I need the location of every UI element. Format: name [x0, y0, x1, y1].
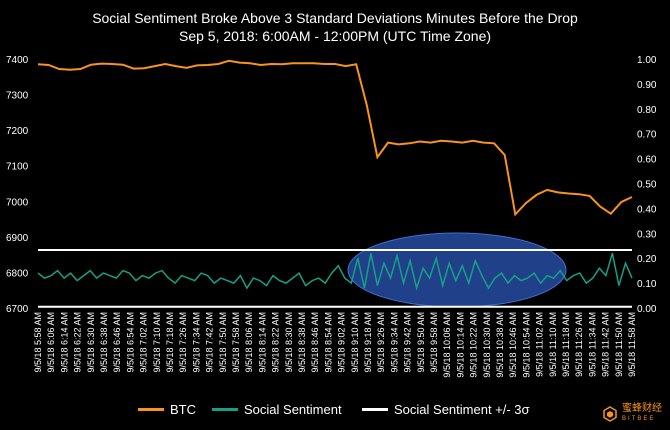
- x-axis-tick-label: 9/5/18 6:38 AM: [99, 312, 109, 373]
- chart-subtitle: Sep 5, 2018: 6:00AM - 12:00PM (UTC Time …: [178, 28, 492, 44]
- legend-swatch-sigma: [362, 408, 388, 411]
- legend-swatch-sentiment: [212, 408, 238, 411]
- highlight-ellipse: [347, 232, 567, 308]
- x-axis-tick-label: 9/5/18 6:46 AM: [112, 312, 122, 373]
- x-axis-tick-label: 9/5/18 6:54 AM: [125, 312, 135, 373]
- x-axis-tick-label: 9/5/18 9:02 AM: [337, 312, 347, 373]
- x-axis-tick-label: 9/5/18 7:34 AM: [191, 312, 201, 373]
- left-axis-tick-label: 6800: [6, 268, 29, 279]
- right-axis-tick-label: 0.10: [637, 279, 657, 290]
- x-axis-tick-label: 9/5/18 11:18 AM: [561, 312, 571, 377]
- x-axis-tick-label: 9/5/18 9:58 AM: [429, 312, 439, 373]
- brand-name-cn: 蜜蜂财经: [622, 403, 662, 414]
- brand-logo: 蜜蜂财经 BITBEE: [602, 404, 662, 424]
- x-axis-tick-label: 9/5/18 8:30 AM: [284, 312, 294, 373]
- x-axis-tick-label: 9/5/18 8:54 AM: [323, 312, 333, 373]
- legend-swatch-btc: [138, 408, 164, 411]
- x-axis-tick-label: 9/5/18 8:46 AM: [310, 312, 320, 373]
- right-axis-tick-label: 0.30: [637, 229, 657, 240]
- x-axis-tick-label: 9/5/18 7:50 AM: [218, 312, 228, 373]
- right-axis-tick-label: 0.70: [637, 130, 657, 141]
- right-axis-tick-label: 0.00: [637, 304, 657, 315]
- x-axis-tick-label: 9/5/18 11:58 AM: [627, 312, 637, 377]
- x-axis-tick-label: 9/5/18 9:42 AM: [403, 312, 413, 373]
- x-axis-tick-label: 9/5/18 7:58 AM: [231, 312, 241, 373]
- x-axis-tick-label: 9/5/18 8:14 AM: [257, 312, 267, 373]
- series-line-btc: [37, 59, 633, 217]
- right-axis-tick-label: 0.90: [637, 80, 657, 91]
- right-axis-tick-label: 0.40: [637, 204, 657, 215]
- legend-item-sentiment: Social Sentiment: [212, 402, 342, 417]
- x-axis-tick-label: 9/5/18 7:10 AM: [152, 312, 162, 373]
- legend-label-sigma: Social Sentiment +/- 3σ: [394, 402, 530, 417]
- x-axis-tick-label: 9/5/18 10:46 AM: [508, 312, 518, 378]
- x-axis-tick-label: 9/5/18 9:18 AM: [363, 312, 373, 373]
- left-axis-tick-label: 7200: [6, 126, 29, 137]
- x-axis-tick-label: 9/5/18 7:42 AM: [205, 312, 215, 373]
- x-axis-tick-label: 9/5/18 7:18 AM: [165, 312, 175, 373]
- right-axis-tick-label: 0.80: [637, 105, 657, 116]
- bee-hex-icon: [603, 406, 617, 422]
- legend-item-btc: BTC: [138, 402, 196, 417]
- x-axis-tick-label: 9/5/18 10:30 AM: [482, 312, 492, 378]
- x-axis-tick-label: 9/5/18 8:38 AM: [297, 312, 307, 373]
- x-axis-tick-label: 9/5/18 11:02 AM: [535, 312, 545, 377]
- legend-label-sentiment: Social Sentiment: [244, 402, 342, 417]
- sentiment-chart: 7400 7300 7200 7100 7000 6900 6800 6700 1.00 0.90…: [6, 55, 657, 378]
- x-axis-tick-label: 9/5/18 11:34 AM: [587, 312, 597, 377]
- brand-name-en: BITBEE: [622, 416, 656, 422]
- x-axis-tick-label: 9/5/18 7:02 AM: [139, 312, 149, 373]
- x-axis-tick-label: 9/5/18 9:10 AM: [350, 312, 360, 373]
- x-axis-tick-label: 9/5/18 9:50 AM: [416, 312, 426, 373]
- x-axis-tick-label: 9/5/18 8:06 AM: [244, 312, 254, 373]
- x-axis-tick-label: 9/5/18 11:50 AM: [614, 312, 624, 377]
- x-axis-tick-label: 9/5/18 10:54 AM: [521, 312, 531, 378]
- right-axis-tick-label: 0.50: [637, 180, 657, 191]
- left-axis-tick-label: 7000: [6, 197, 29, 208]
- right-axis-tick-label: 1.00: [637, 55, 657, 66]
- chart-title: Social Sentiment Broke Above 3 Standard …: [92, 10, 578, 26]
- series-line-sentiment: [37, 252, 633, 291]
- x-axis-tick-label: 9/5/18 7:26 AM: [178, 312, 188, 373]
- x-axis-tick-label: 9/5/18 9:34 AM: [389, 312, 399, 373]
- right-axis-tick-label: 0.60: [637, 155, 657, 166]
- left-axis-tick-label: 7300: [6, 91, 29, 102]
- x-axis-tick-label: 9/5/18 11:42 AM: [601, 312, 611, 377]
- x-axis-tick-label: 9/5/18 10:06 AM: [442, 312, 452, 378]
- x-axis-tick-label: 9/5/18 6:14 AM: [59, 312, 69, 373]
- x-axis-tick-label: 9/5/18 10:38 AM: [495, 312, 505, 378]
- right-axis-tick-label: 0.20: [637, 254, 657, 265]
- x-axis-tick-label: 9/5/18 11:10 AM: [548, 312, 558, 377]
- x-axis-tick-label: 9/5/18 8:22 AM: [271, 312, 281, 373]
- x-axis-tick-label: 9/5/18 6:22 AM: [73, 312, 83, 373]
- x-axis-tick-label: 9/5/18 6:30 AM: [86, 312, 96, 373]
- chart-legend: BTC Social Sentiment Social Sentiment +/…: [0, 402, 670, 420]
- legend-label-btc: BTC: [170, 402, 196, 417]
- left-axis-tick-label: 6700: [6, 304, 29, 315]
- legend-item-sigma: Social Sentiment +/- 3σ: [362, 402, 530, 417]
- left-axis-tick-label: 6900: [6, 233, 29, 244]
- x-axis-tick-label: 9/5/18 10:14 AM: [455, 312, 465, 378]
- x-axis-tick-label: 9/5/18 5:58 AM: [33, 312, 43, 373]
- x-axis-tick-label: 9/5/18 11:26 AM: [574, 312, 584, 377]
- x-axis-tick-label: 9/5/18 6:06 AM: [46, 312, 56, 373]
- left-axis-tick-label: 7100: [6, 162, 29, 173]
- left-axis-tick-label: 7400: [6, 55, 29, 66]
- x-axis-tick-label: 9/5/18 9:26 AM: [376, 312, 386, 373]
- x-axis-tick-label: 9/5/18 10:22 AM: [469, 312, 479, 378]
